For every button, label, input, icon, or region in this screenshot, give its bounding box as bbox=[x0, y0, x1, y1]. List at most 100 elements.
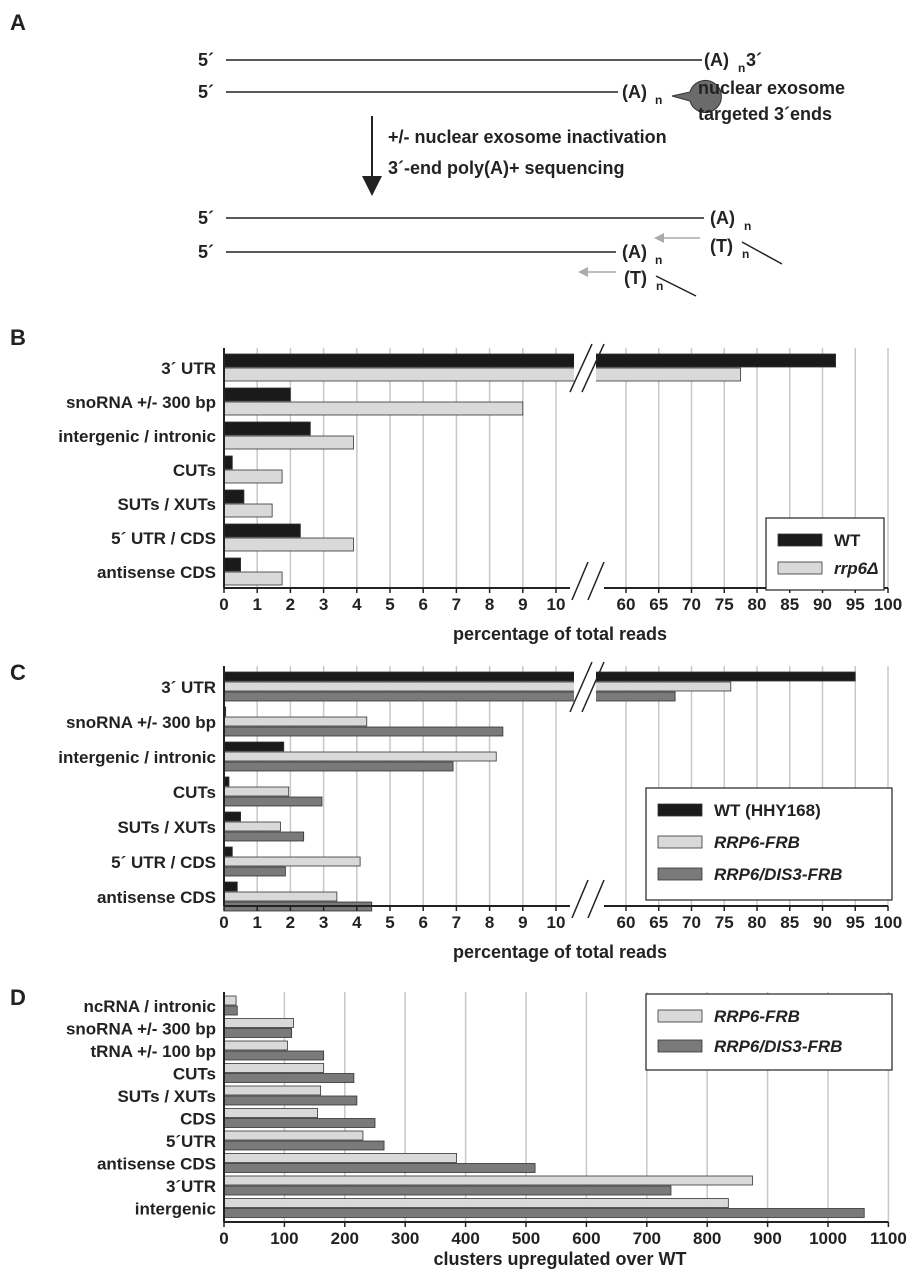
tick-label: 5 bbox=[385, 913, 394, 932]
category-label: intergenic / intronic bbox=[58, 748, 216, 767]
bar bbox=[223, 821, 281, 832]
category-label: SUTs / XUTs bbox=[117, 495, 216, 514]
tick-label: 200 bbox=[331, 1229, 359, 1248]
chart-d-xlabel: clusters upregulated over WT bbox=[433, 1249, 686, 1269]
tick-label: 95 bbox=[846, 595, 865, 614]
legend-label: rrp6Δ bbox=[834, 559, 878, 578]
bar-break-mark bbox=[581, 343, 605, 393]
category-label: intergenic bbox=[135, 1200, 216, 1219]
legend-swatch bbox=[657, 803, 703, 817]
bar bbox=[223, 421, 311, 436]
bar bbox=[223, 1175, 753, 1186]
category-label: 5´ UTR / CDS bbox=[111, 529, 216, 548]
tick-label: 85 bbox=[780, 595, 799, 614]
tick-label: 90 bbox=[813, 913, 832, 932]
polyt-label: (T) bbox=[624, 268, 647, 288]
panel-c-letter: C bbox=[10, 660, 26, 685]
category-label: intergenic / intronic bbox=[58, 427, 216, 446]
tick-label: 9 bbox=[518, 595, 527, 614]
tick-label: 65 bbox=[649, 913, 668, 932]
bar bbox=[223, 726, 504, 737]
bar bbox=[223, 1140, 385, 1151]
tick-label: 65 bbox=[649, 595, 668, 614]
panel-b: B 3´ UTR snoRNA +/- 300 bp intergenic / in… bbox=[10, 325, 902, 644]
tick-label: 0 bbox=[219, 913, 228, 932]
bar bbox=[223, 866, 286, 877]
tick-label: 9 bbox=[518, 913, 527, 932]
step-sequencing: 3´-end poly(A)+ sequencing bbox=[388, 158, 625, 178]
category-label: antisense CDS bbox=[97, 563, 216, 582]
axis-break-mark bbox=[587, 561, 605, 601]
category-label: 5´UTR bbox=[166, 1132, 216, 1151]
bar bbox=[223, 401, 524, 416]
bar-break-gap bbox=[574, 346, 596, 390]
bar bbox=[223, 1095, 358, 1106]
bar bbox=[223, 1208, 865, 1218]
category-label: snoRNA +/- 300 bp bbox=[66, 393, 216, 412]
bar bbox=[223, 995, 237, 1006]
chart-b-xlabel: percentage of total reads bbox=[453, 624, 667, 644]
tick-label: 0 bbox=[219, 1229, 228, 1248]
bar bbox=[223, 537, 354, 552]
category-label: ncRNA / intronic bbox=[83, 997, 216, 1016]
legend-swatch bbox=[777, 533, 823, 547]
bar bbox=[223, 523, 301, 538]
bar bbox=[223, 761, 454, 772]
polya-label: (A) bbox=[704, 50, 729, 70]
polya-label: (A) bbox=[710, 208, 735, 228]
category-label: snoRNA +/- 300 bp bbox=[66, 713, 216, 732]
bar bbox=[223, 856, 361, 867]
tick-label: 0 bbox=[219, 595, 228, 614]
bar bbox=[223, 571, 283, 586]
tick-label: 7 bbox=[452, 913, 461, 932]
tick-label: 8 bbox=[485, 595, 494, 614]
bar bbox=[223, 435, 354, 450]
bar bbox=[223, 387, 291, 402]
tick-label: 6 bbox=[418, 913, 427, 932]
legend-swatch bbox=[657, 1039, 703, 1053]
category-label: tRNA +/- 100 bp bbox=[91, 1042, 216, 1061]
category-label: 3´UTR bbox=[166, 1177, 216, 1196]
tick-label: 500 bbox=[512, 1229, 540, 1248]
tick-label: 2 bbox=[286, 913, 295, 932]
tick-label: 6 bbox=[418, 595, 427, 614]
legend-box bbox=[645, 993, 893, 1071]
bar bbox=[223, 1073, 355, 1083]
category-label: CUTs bbox=[173, 461, 216, 480]
tick-label: 4 bbox=[352, 595, 362, 614]
five-prime-label: 5´ bbox=[198, 242, 214, 262]
bar bbox=[223, 1005, 238, 1016]
tick-label: 80 bbox=[748, 913, 767, 932]
step-inactivation: +/- nuclear exosome inactivation bbox=[388, 127, 667, 147]
polya-label: (A) bbox=[622, 242, 647, 262]
bar bbox=[223, 751, 497, 762]
bar bbox=[223, 489, 245, 504]
category-label: antisense CDS bbox=[97, 888, 216, 907]
left-arrow-icon bbox=[578, 267, 588, 277]
bar bbox=[223, 1198, 729, 1208]
legend-label: WT (HHY168) bbox=[714, 801, 821, 820]
bar bbox=[223, 367, 742, 382]
polyt-subscript: n bbox=[742, 247, 749, 261]
legend-label: RRP6/DIS3-FRB bbox=[714, 1037, 842, 1056]
tick-label: 1000 bbox=[809, 1229, 847, 1248]
tick-label: 80 bbox=[748, 595, 767, 614]
tick-label: 300 bbox=[391, 1229, 419, 1248]
legend-swatch bbox=[657, 835, 703, 849]
tick-label: 75 bbox=[715, 913, 734, 932]
left-arrow-icon bbox=[654, 233, 664, 243]
legend-swatch bbox=[777, 561, 823, 575]
polyt-subscript: n bbox=[656, 279, 663, 293]
tick-label: 100 bbox=[874, 595, 902, 614]
bar bbox=[223, 831, 305, 842]
tick-label: 7 bbox=[452, 595, 461, 614]
tick-label: 85 bbox=[780, 913, 799, 932]
five-prime-label: 5´ bbox=[198, 82, 214, 102]
bar bbox=[223, 1108, 319, 1118]
tick-label: 700 bbox=[633, 1229, 661, 1248]
panel-a: A 5´ (A) n 3´ 5´ (A) n nuclear exosome t… bbox=[10, 10, 845, 297]
category-label: 3´ UTR bbox=[161, 359, 216, 378]
bar-break-mark bbox=[569, 343, 593, 393]
polya-subscript: n bbox=[738, 61, 745, 75]
